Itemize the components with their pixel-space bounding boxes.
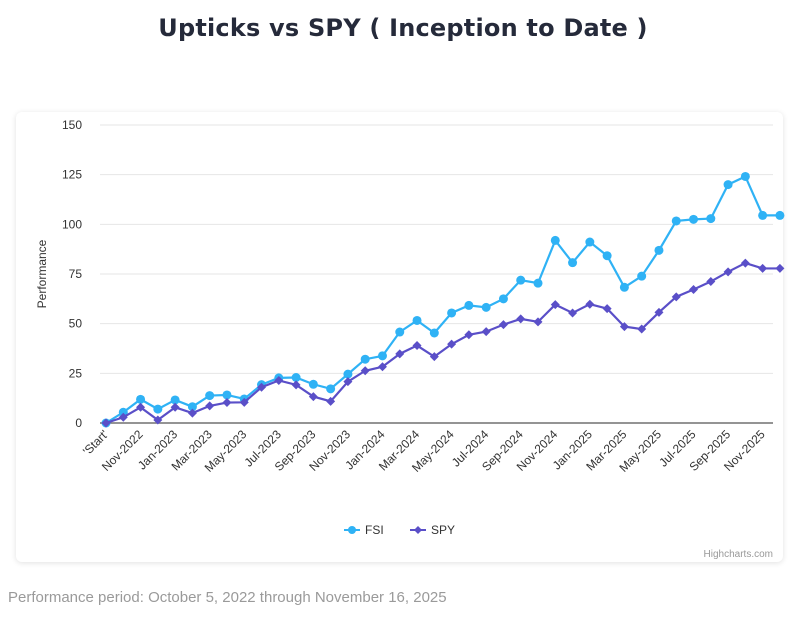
data-point-spy bbox=[740, 258, 750, 268]
data-point-spy bbox=[170, 402, 180, 412]
data-point-spy bbox=[118, 412, 128, 422]
series-line-spy bbox=[105, 261, 780, 425]
y-tick-label: 150 bbox=[62, 118, 82, 132]
data-point-fsi bbox=[360, 354, 370, 364]
data-point-fsi bbox=[637, 271, 647, 281]
data-point-fsi bbox=[481, 302, 491, 312]
data-point-spy bbox=[758, 263, 768, 273]
data-point-spy bbox=[360, 366, 370, 376]
y-axis-title: Performance bbox=[35, 239, 49, 308]
data-point-fsi bbox=[308, 379, 318, 389]
data-point-fsi bbox=[516, 275, 526, 285]
data-point-fsi bbox=[706, 214, 716, 224]
data-point-fsi bbox=[723, 180, 733, 190]
chart-card bbox=[16, 112, 783, 562]
y-tick-label: 50 bbox=[69, 317, 83, 331]
data-point-spy bbox=[153, 415, 163, 425]
data-point-fsi bbox=[447, 308, 457, 318]
y-tick-label: 25 bbox=[69, 366, 83, 380]
data-point-fsi bbox=[118, 407, 128, 417]
data-point-spy bbox=[377, 362, 387, 372]
data-point-spy bbox=[395, 349, 405, 359]
data-point-fsi bbox=[619, 282, 629, 292]
data-point-fsi bbox=[464, 300, 474, 310]
data-point-spy bbox=[343, 377, 353, 387]
data-point-spy bbox=[291, 380, 301, 390]
data-point-fsi bbox=[395, 327, 405, 337]
credits-link[interactable]: Highcharts.com bbox=[704, 549, 773, 560]
data-point-spy bbox=[412, 341, 422, 351]
data-point-spy bbox=[706, 277, 716, 287]
y-tick-label: 0 bbox=[75, 416, 82, 430]
data-point-spy bbox=[619, 322, 629, 332]
data-point-fsi bbox=[222, 390, 232, 400]
data-point-fsi bbox=[326, 384, 336, 394]
data-point-spy bbox=[602, 304, 612, 314]
data-point-spy bbox=[326, 396, 336, 406]
y-tick-label: 100 bbox=[62, 217, 82, 231]
data-point-spy bbox=[654, 307, 664, 317]
data-point-fsi bbox=[153, 404, 163, 414]
data-point-spy bbox=[637, 324, 647, 334]
legend-circle-icon bbox=[348, 526, 356, 534]
series-line-fsi bbox=[105, 174, 780, 424]
data-point-fsi bbox=[602, 251, 612, 261]
data-point-fsi bbox=[136, 394, 146, 404]
data-point-fsi bbox=[568, 258, 578, 268]
data-point-spy bbox=[447, 339, 457, 349]
data-point-fsi bbox=[291, 373, 301, 383]
data-point-spy bbox=[187, 408, 197, 418]
data-point-fsi bbox=[343, 369, 353, 379]
data-point-fsi bbox=[533, 278, 543, 288]
data-point-fsi bbox=[740, 171, 750, 181]
data-point-spy bbox=[568, 308, 578, 318]
page-title: Upticks vs SPY ( Inception to Date ) bbox=[158, 14, 648, 42]
data-point-fsi bbox=[205, 391, 215, 401]
data-point-spy bbox=[308, 392, 318, 402]
data-point-spy bbox=[101, 418, 111, 428]
data-point-fsi bbox=[671, 216, 681, 226]
y-tick-label: 125 bbox=[62, 168, 82, 182]
data-point-spy bbox=[274, 375, 284, 385]
data-point-spy bbox=[257, 382, 267, 392]
legend-diamond-icon bbox=[414, 526, 422, 534]
data-point-fsi bbox=[377, 351, 387, 361]
performance-period: Performance period: October 5, 2022 thro… bbox=[8, 589, 447, 606]
data-point-spy bbox=[723, 267, 733, 277]
data-point-spy bbox=[689, 284, 699, 294]
data-point-fsi bbox=[187, 402, 197, 412]
data-point-spy bbox=[222, 398, 232, 408]
data-point-spy bbox=[775, 263, 785, 273]
data-point-spy bbox=[671, 292, 681, 302]
data-point-spy bbox=[205, 401, 215, 411]
data-point-fsi bbox=[429, 328, 439, 338]
data-point-fsi bbox=[585, 237, 595, 247]
data-point-spy bbox=[464, 330, 474, 340]
data-point-spy bbox=[585, 299, 595, 309]
legend-item-fsi[interactable]: FSI bbox=[365, 523, 384, 537]
data-point-fsi bbox=[498, 294, 508, 304]
legend-item-spy[interactable]: SPY bbox=[431, 523, 455, 537]
data-point-spy bbox=[533, 317, 543, 327]
y-tick-label: 75 bbox=[69, 267, 83, 281]
data-point-fsi bbox=[758, 210, 768, 220]
data-point-spy bbox=[481, 327, 491, 337]
data-point-spy bbox=[239, 397, 249, 407]
data-point-fsi bbox=[170, 395, 180, 405]
data-point-fsi bbox=[550, 235, 560, 245]
data-point-spy bbox=[498, 320, 508, 330]
data-point-spy bbox=[550, 300, 560, 310]
data-point-fsi bbox=[775, 210, 785, 220]
data-point-spy bbox=[516, 314, 526, 324]
data-point-spy bbox=[429, 352, 439, 362]
data-point-fsi bbox=[689, 214, 699, 224]
data-point-fsi bbox=[412, 315, 422, 325]
x-tick-label: 'Start' bbox=[80, 427, 111, 458]
data-point-spy bbox=[136, 402, 146, 412]
data-point-fsi bbox=[654, 245, 664, 255]
